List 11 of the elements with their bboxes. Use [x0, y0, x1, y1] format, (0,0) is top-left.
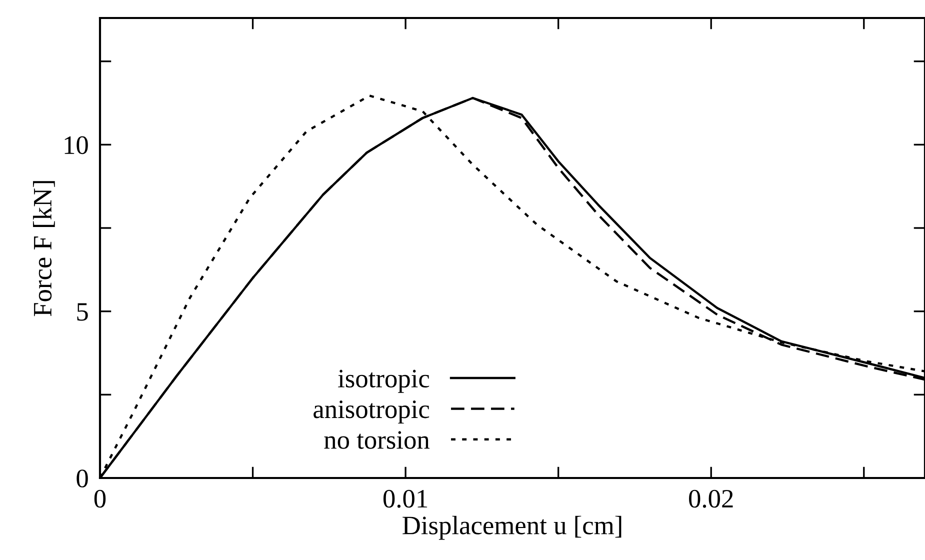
y-tick-label: 0 [76, 470, 88, 488]
legend-label: anisotropic [314, 400, 430, 424]
x-tick-label: 0.01 [383, 490, 428, 508]
x-tick-label: 0 [94, 490, 106, 508]
y-axis-title: Force F [kN] [33, 181, 55, 316]
y-tick-label: 5 [77, 303, 88, 321]
y-tick-label: 10 [64, 136, 88, 154]
x-axis-title: Displacement u [cm] [402, 516, 622, 540]
legend-label: isotropic [338, 370, 430, 393]
x-tick-label: 0.02 [689, 490, 733, 508]
legend-label: no torsion [324, 431, 430, 449]
